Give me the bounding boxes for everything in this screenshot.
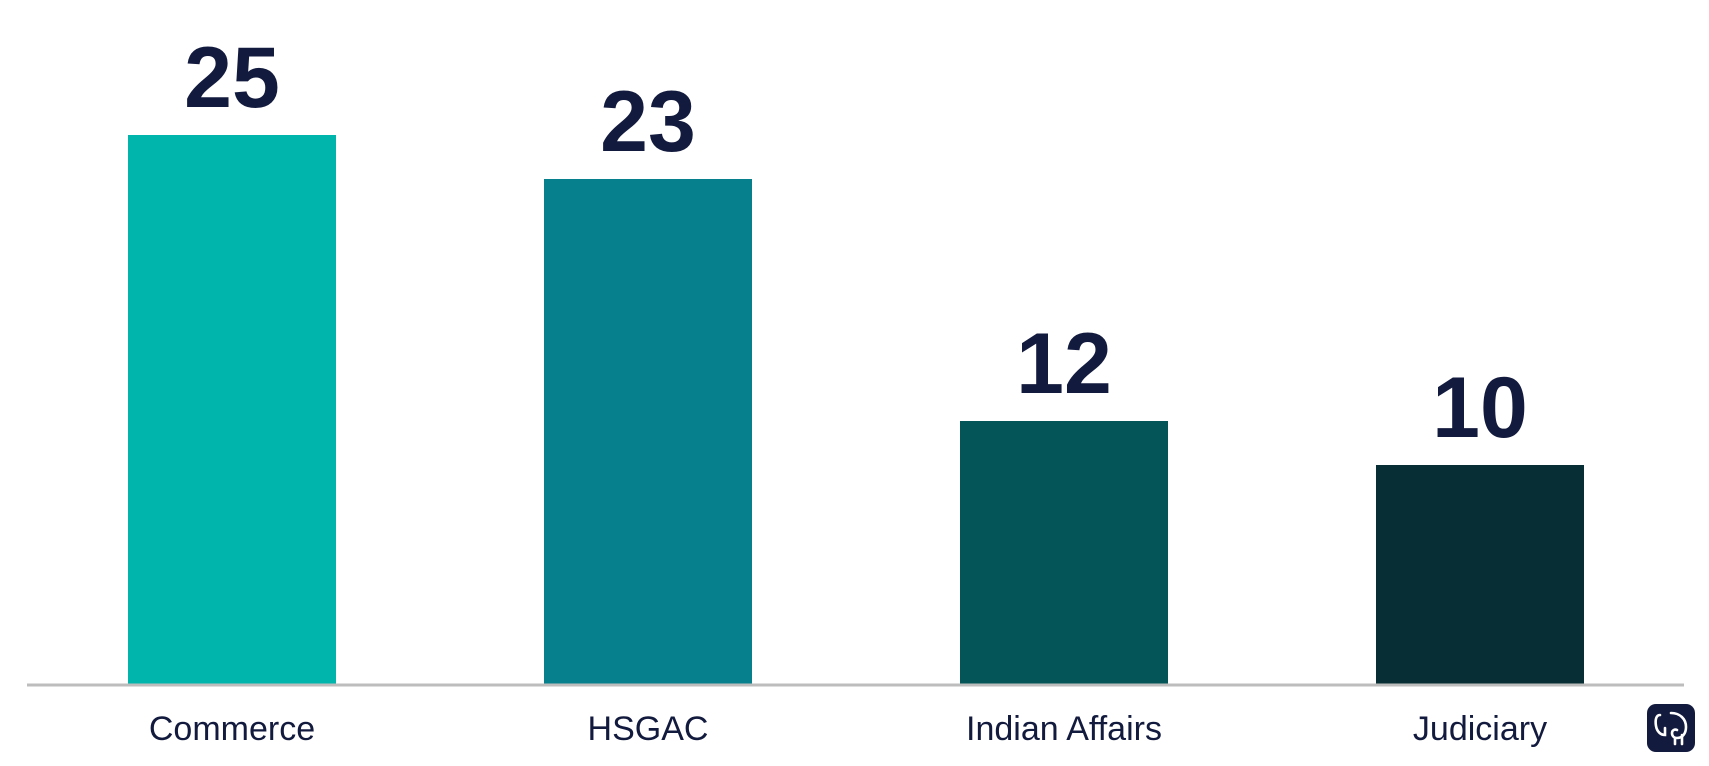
bar-indian-affairs [960, 421, 1168, 685]
bar-hsgac [544, 179, 752, 685]
bar-judiciary [1376, 465, 1584, 685]
x-tick-label-commerce: Commerce [149, 710, 315, 748]
bars-group [128, 135, 1584, 685]
elephant-icon [1647, 704, 1695, 752]
value-label-indian-affairs: 12 [1016, 316, 1112, 412]
value-label-hsgac: 23 [600, 74, 696, 170]
x-tick-label-indian-affairs: Indian Affairs [966, 710, 1162, 748]
value-label-commerce: 25 [184, 30, 280, 126]
x-tick-label-hsgac: HSGAC [588, 710, 709, 748]
x-tick-labels-group: Commerce HSGAC Indian Affairs Judiciary [149, 710, 1547, 748]
value-labels-group: 25 23 12 10 [184, 30, 1528, 456]
value-label-judiciary: 10 [1432, 360, 1528, 456]
x-tick-label-judiciary: Judiciary [1413, 710, 1547, 748]
bar-commerce [128, 135, 336, 685]
